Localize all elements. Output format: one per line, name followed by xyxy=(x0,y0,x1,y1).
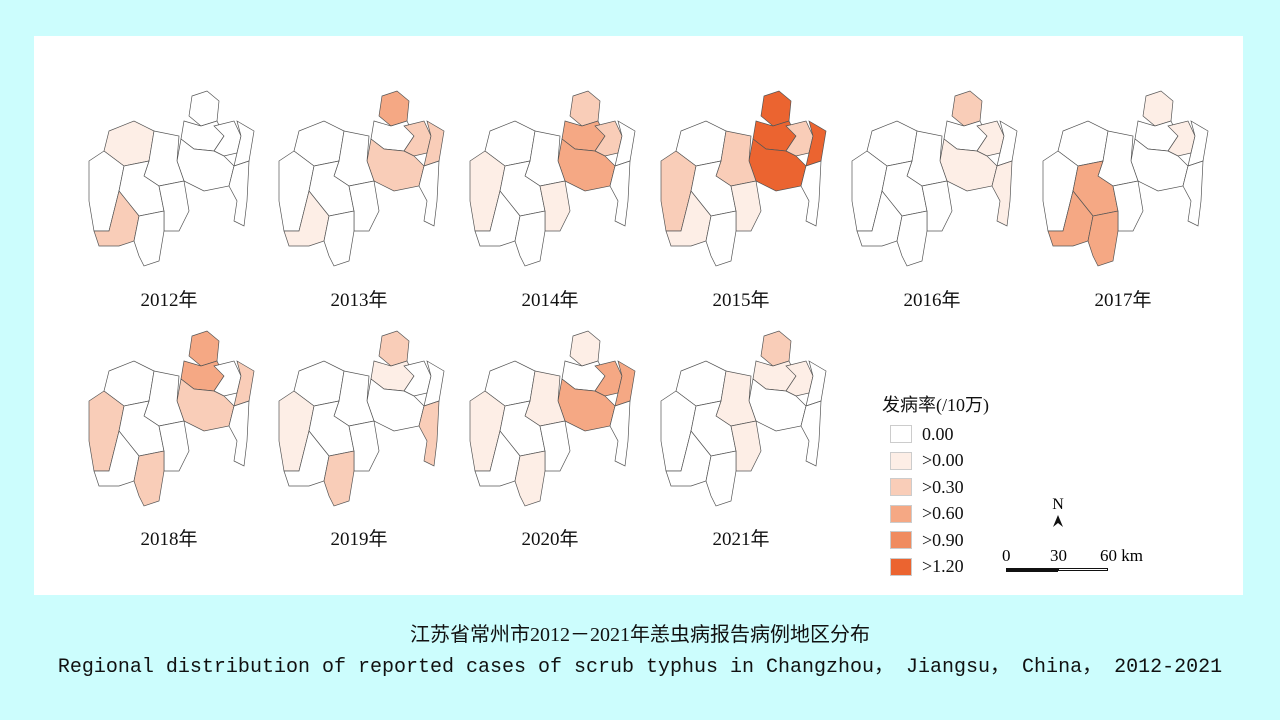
region-A xyxy=(760,90,792,127)
legend-swatch xyxy=(890,531,912,550)
region-M xyxy=(323,450,355,507)
region-M xyxy=(514,210,546,267)
legend-item: >0.00 xyxy=(882,448,989,475)
legend-item: >1.20 xyxy=(882,554,989,581)
region-M xyxy=(514,450,546,507)
legend-swatch xyxy=(890,557,912,576)
map-2020 xyxy=(468,325,638,515)
region-C xyxy=(403,120,432,157)
year-label: 2017年 xyxy=(1094,290,1152,311)
region-F xyxy=(609,160,631,227)
map-2018 xyxy=(87,325,257,515)
scale-label-0: 0 xyxy=(1002,546,1011,565)
region-C xyxy=(403,360,432,397)
legend-swatch xyxy=(890,451,912,470)
region-F xyxy=(418,400,440,467)
legend-label: >0.30 xyxy=(922,476,964,497)
map-2017 xyxy=(1041,85,1211,275)
region-A xyxy=(1142,90,1174,127)
year-label: 2020年 xyxy=(521,529,579,550)
region-A xyxy=(951,90,983,127)
scale-bar: 0 30 60 km xyxy=(1002,546,1152,576)
scale-label-60: 60 km xyxy=(1100,546,1143,565)
region-C xyxy=(213,360,242,397)
legend-label: >1.20 xyxy=(922,556,964,577)
region-C xyxy=(594,120,623,157)
region-F xyxy=(800,160,822,227)
region-F xyxy=(800,400,822,467)
map-2014 xyxy=(468,85,638,275)
region-M xyxy=(896,210,928,267)
region-M xyxy=(705,450,737,507)
year-label: 2021年 xyxy=(712,529,770,550)
figure-panel: 2012年 2013年 2014年 2015年 2016年 2017年 2018年 2019年… xyxy=(34,36,1243,595)
legend-label: >0.00 xyxy=(922,450,964,471)
region-A xyxy=(760,330,792,367)
region-F xyxy=(228,400,250,467)
region-A xyxy=(188,330,220,367)
year-label: 2016年 xyxy=(903,290,961,311)
caption-chinese: 江苏省常州市2012－2021年恙虫病报告病例地区分布 xyxy=(410,624,870,646)
region-F xyxy=(609,400,631,467)
map-2013 xyxy=(277,85,447,275)
legend: 发病率(/10万) 0.00 >0.00 >0.30 >0.60 >0.90 >1.20 xyxy=(882,391,989,580)
region-M xyxy=(133,450,165,507)
caption-english: Regional distribution of reported cases … xyxy=(57,656,1223,679)
region-A xyxy=(378,330,410,367)
year-label: 2015年 xyxy=(712,290,770,311)
region-C xyxy=(785,360,814,397)
year-label: 2014年 xyxy=(521,290,579,311)
region-F xyxy=(991,160,1013,227)
legend-title: 发病率(/10万) xyxy=(882,395,989,415)
year-label: 2019年 xyxy=(330,529,388,550)
region-F xyxy=(228,160,250,227)
map-2012 xyxy=(87,85,257,275)
region-C xyxy=(1167,120,1196,157)
legend-item: >0.30 xyxy=(882,474,989,501)
year-label: 2013年 xyxy=(330,290,388,311)
region-C xyxy=(594,360,623,397)
region-F xyxy=(1182,160,1204,227)
legend-swatch xyxy=(890,478,912,497)
region-M xyxy=(705,210,737,267)
map-2015 xyxy=(659,85,829,275)
year-label: 2018年 xyxy=(140,529,198,550)
legend-label: >0.60 xyxy=(922,503,964,524)
region-M xyxy=(1087,210,1119,267)
map-2019 xyxy=(277,325,447,515)
legend-item: 0.00 xyxy=(882,421,989,448)
region-A xyxy=(378,90,410,127)
north-arrow-icon: N xyxy=(1050,496,1066,533)
map-2021 xyxy=(659,325,829,515)
legend-label: >0.90 xyxy=(922,529,964,550)
legend-item: >0.60 xyxy=(882,501,989,528)
region-M xyxy=(323,210,355,267)
map-2016 xyxy=(850,85,1020,275)
legend-item: >0.90 xyxy=(882,527,989,554)
region-A xyxy=(569,90,601,127)
scale-label-30: 30 xyxy=(1050,546,1067,565)
north-label: N xyxy=(1052,496,1064,513)
region-M xyxy=(133,210,165,267)
year-label: 2012年 xyxy=(140,290,198,311)
region-C xyxy=(976,120,1005,157)
legend-swatch xyxy=(890,425,912,444)
region-A xyxy=(188,90,220,127)
legend-label: 0.00 xyxy=(922,423,954,444)
region-A xyxy=(569,330,601,367)
legend-swatch xyxy=(890,504,912,523)
region-C xyxy=(785,120,814,157)
region-F xyxy=(418,160,440,227)
region-C xyxy=(213,120,242,157)
